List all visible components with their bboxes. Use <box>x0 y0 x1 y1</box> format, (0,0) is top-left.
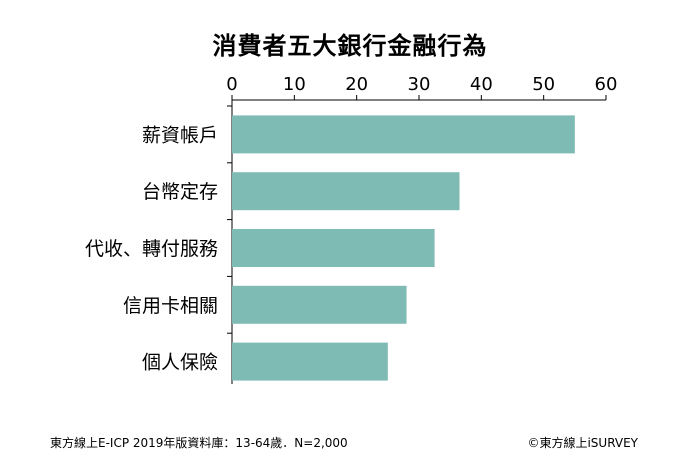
source-note: 東方線上E-ICP 2019年版資料庫：13-64歲．N=2,000 <box>50 436 348 450</box>
category-label: 個人保險 <box>142 352 218 374</box>
category-label: 薪資帳戶 <box>142 124 218 146</box>
bar <box>232 342 388 381</box>
bar <box>232 229 435 267</box>
bar <box>232 285 407 324</box>
category-label: 信用卡相關 <box>123 295 218 317</box>
x-tick-label: 30 <box>408 74 431 95</box>
x-tick-label: 20 <box>345 74 368 95</box>
x-tick-label: 60 <box>595 74 618 95</box>
x-tick-label: 40 <box>470 74 493 95</box>
bars <box>232 115 575 381</box>
chart-title: 消費者五大銀行金融行為 <box>212 32 488 60</box>
x-tick-label: 10 <box>283 74 306 95</box>
copyright-note: ©東方線上iSURVEY <box>527 436 638 450</box>
category-label: 台幣定存 <box>142 181 218 203</box>
bar <box>232 115 575 154</box>
x-axis: 0 10 20 30 40 50 60 <box>226 74 617 384</box>
x-tick-label: 50 <box>532 74 555 95</box>
category-label: 代收、轉付服務 <box>85 238 218 260</box>
bar <box>232 172 460 211</box>
x-tick-label: 0 <box>226 74 237 95</box>
